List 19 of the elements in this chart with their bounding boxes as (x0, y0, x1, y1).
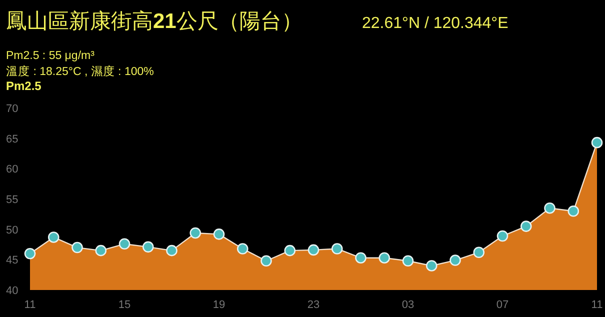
x-tick-label: 15 (118, 299, 131, 311)
x-tick-label: 23 (307, 299, 320, 311)
y-tick-label: 65 (6, 133, 18, 146)
y-tick-label: 60 (6, 164, 18, 176)
x-tick-label: 07 (496, 299, 509, 311)
x-tick-label: 19 (212, 299, 226, 311)
subtitle: 22.61°N / 120.344°E (362, 15, 508, 32)
y-tick-label: 70 (6, 103, 18, 115)
x-tick-label: 03 (402, 299, 414, 311)
y-tick-label: 55 (6, 194, 18, 206)
y-tick-label: 45 (6, 254, 18, 267)
legend: Pm2.5 (6, 79, 42, 93)
annotation: Pm2.5 : 55 μg/m³ (6, 50, 94, 62)
y-tick-label: 40 (6, 285, 18, 297)
x-tick-label: 11 (24, 299, 36, 311)
y-tick-label: 50 (6, 224, 18, 236)
title: 鳳山區新康街高21公尺（陽台） (6, 10, 302, 33)
annotation: 溫度 : 18.25°C , 濕度 : 100% (6, 66, 154, 78)
x-tick-label: 11 (591, 299, 603, 311)
